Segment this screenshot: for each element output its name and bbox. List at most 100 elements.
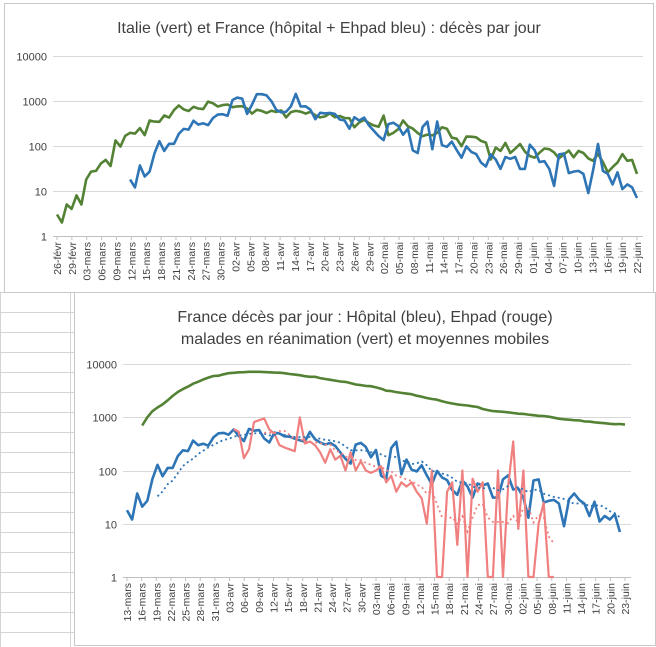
chart-title-line1: France décès par jour : Hôpital (bleu), …	[177, 309, 553, 326]
series-line-blue	[128, 92, 639, 199]
x-tick-label: 27-mai	[488, 583, 500, 615]
y-tick-label: 1000	[93, 413, 117, 425]
x-tick-label: 06-avr	[239, 583, 251, 613]
x-tick-label: 03-avr	[225, 583, 237, 613]
x-tick-label: 07-juin	[558, 242, 570, 274]
x-tick-label: 29-mai	[513, 242, 525, 274]
chart-france-detail-plot: 1 10 100 1000 10000 13-mars 16-mars 19-mars 22-m…	[86, 360, 632, 622]
x-tick-label: 20-juin	[605, 583, 617, 615]
x-tick-label: 29-févr	[67, 242, 79, 275]
y-tick-label: 100	[99, 467, 117, 479]
x-tick-label: 29-avr	[364, 242, 376, 272]
moving-average-red	[264, 429, 555, 545]
y-tick-label: 10000	[86, 360, 117, 372]
x-tick-label: 10-juin	[573, 242, 585, 274]
x-tick-label: 13-mars	[122, 583, 134, 622]
x-tick-label: 12-mars	[126, 242, 138, 281]
x-tick-label: 05-avr	[245, 242, 257, 272]
x-tick-label: 16-juin	[602, 242, 614, 274]
x-tick-label: 11-mai	[424, 242, 436, 273]
x-tick-label: 20-avr	[320, 242, 332, 272]
x-tick-label: 08-juin	[547, 583, 559, 615]
y-tick-label: 1	[41, 232, 47, 244]
x-tick-label: 11-avr	[275, 241, 287, 270]
x-tick-label: 09-avr	[254, 583, 266, 613]
chart-title: Italie (vert) et France (hôpital + Ehpad…	[117, 20, 541, 37]
x-tick-label: 06-mars	[97, 242, 109, 281]
chart-italy-france-plot: 1 10 100 1000 10000 26-févr 29-févr 03-mars 06-m…	[16, 52, 644, 281]
x-tick-label: 26-mai	[498, 242, 510, 274]
x-tick-label: 13-juin	[587, 242, 599, 274]
x-tick-label: 18-avr	[298, 583, 310, 613]
x-tick-label: 30-avr	[356, 583, 368, 613]
y-tick-label: 10	[105, 520, 117, 532]
x-tick-label: 03-mai	[371, 583, 383, 615]
y-tick-label: 10	[35, 187, 47, 199]
x-tick-label: 15-avr	[283, 583, 295, 613]
x-tick-label: 02-mai	[379, 242, 391, 274]
x-tick-label: 02-juin	[517, 583, 529, 615]
y-tick-label: 1000	[23, 97, 47, 109]
x-tick-label: 23-mai	[483, 242, 495, 274]
x-tick-label: 24-mai	[474, 583, 486, 615]
x-tick-label: 22-juin	[632, 242, 644, 274]
x-tick-label: 27-mars	[201, 242, 213, 281]
x-tick-label: 26-avr	[349, 242, 361, 272]
x-tick-label: 24-mars	[186, 242, 198, 281]
x-tick-label: 09-mars	[111, 242, 123, 281]
x-tick-label: 30-mars	[216, 242, 228, 281]
y-tick-label: 10000	[16, 52, 47, 64]
moving-average-blue	[156, 432, 621, 519]
x-tick-label: 05-juin	[532, 583, 544, 615]
x-tick-label: 09-mai	[400, 583, 412, 615]
x-tick-label: 21-avr	[312, 583, 324, 613]
x-tick-label: 18-mars	[156, 242, 168, 281]
series-line-green	[55, 100, 639, 224]
x-tick-label: 06-mai	[386, 583, 398, 615]
x-tick-label: 14-mai	[439, 242, 451, 274]
x-tick-label: 20-mai	[468, 242, 480, 274]
x-tick-label: 15-mai	[430, 583, 442, 615]
x-tick-label: 01-juin	[528, 242, 540, 274]
x-tick-label: 12-avr	[268, 583, 280, 613]
x-tick-label: 02-avr	[230, 242, 242, 272]
x-tick-label: 15-mars	[141, 242, 153, 281]
x-tick-label: 24-avr	[327, 583, 339, 613]
chart-title-line2: malades en réanimation (vert) et moyenne…	[180, 331, 550, 348]
chart-france-detail[interactable]: 1 10 100 1000 10000 13-mars 16-mars 19-mars 22-m…	[74, 292, 656, 646]
series-line-blue	[125, 427, 622, 533]
chart-italy-france[interactable]: 1 10 100 1000 10000 26-févr 29-févr 03-mars 06-m…	[4, 3, 654, 293]
x-tick-label: 04-juin	[543, 242, 555, 274]
x-tick-label: 16-mars	[137, 583, 149, 622]
x-tick-label: 26-févr	[52, 242, 64, 275]
x-tick-label: 31-mars	[210, 583, 222, 622]
y-tick-label: 100	[29, 142, 47, 154]
y-tick-label: 1	[111, 573, 117, 585]
x-tick-label: 08-mai	[409, 242, 421, 274]
x-tick-label: 11-juin	[561, 583, 573, 614]
x-tick-label: 17-juin	[591, 583, 603, 615]
x-tick-label: 03-mars	[82, 242, 94, 281]
x-tick-label: 05-mai	[394, 242, 406, 274]
x-tick-label: 23-juin	[620, 583, 632, 615]
x-tick-label: 25-mars	[181, 583, 193, 622]
x-tick-label: 30-mai	[503, 583, 515, 615]
x-tick-label: 17-mai	[454, 242, 466, 274]
x-tick-label: 21-mars	[171, 242, 183, 281]
x-tick-label: 28-mars	[195, 583, 207, 622]
x-tick-label: 21-mai	[459, 583, 471, 615]
x-tick-label: 12-mai	[415, 583, 427, 615]
x-tick-label: 14-avr	[290, 242, 302, 272]
x-tick-label: 17-avr	[305, 242, 317, 272]
chart-title: France décès par jour : Hôpital (bleu), …	[75, 307, 655, 351]
x-tick-label: 14-juin	[576, 583, 588, 615]
x-tick-label: 19-mars	[151, 583, 163, 622]
x-tick-label: 18-mai	[444, 583, 456, 615]
x-tick-label: 08-avr	[260, 242, 272, 272]
series-line-green	[141, 370, 626, 427]
x-tick-label: 23-avr	[335, 242, 347, 272]
x-tick-label: 19-juin	[617, 242, 629, 274]
series-line-red	[233, 416, 554, 579]
x-tick-label: 27-avr	[342, 583, 354, 613]
